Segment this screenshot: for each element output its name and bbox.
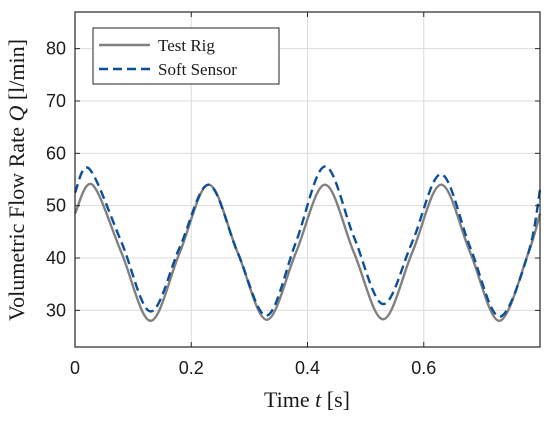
- legend-box: [92, 27, 280, 85]
- y-tick-label: 70: [46, 91, 66, 111]
- series-line-test-rig: [73, 182, 542, 323]
- x-tick-label: 0.4: [295, 358, 320, 378]
- y-axis-label: Volumetric Flow Rate Q [l/min]: [4, 39, 29, 321]
- y-tick-label: 30: [46, 300, 66, 320]
- y-tick-label: 80: [46, 39, 66, 59]
- axis-ticks: 0 0.2 0.4 0.6 30 40 50 60 70 80: [46, 12, 540, 378]
- x-tick-label: 0.2: [179, 358, 204, 378]
- legend-label-soft-sensor: Soft Sensor: [158, 60, 237, 79]
- x-axis-label: Time t [s]: [264, 387, 350, 412]
- y-tick-label: 60: [46, 143, 66, 163]
- y-tick-label: 40: [46, 248, 66, 268]
- legend-label-test-rig: Test Rig: [158, 36, 215, 55]
- series-line-soft-sensor: [73, 165, 542, 318]
- series-lines: [73, 165, 542, 323]
- x-tick-label: 0: [70, 358, 80, 378]
- x-tick-label: 0.6: [411, 358, 436, 378]
- grid-lines: [74, 12, 540, 347]
- legend: Test Rig Soft Sensor: [92, 27, 280, 85]
- y-tick-label: 50: [46, 196, 66, 216]
